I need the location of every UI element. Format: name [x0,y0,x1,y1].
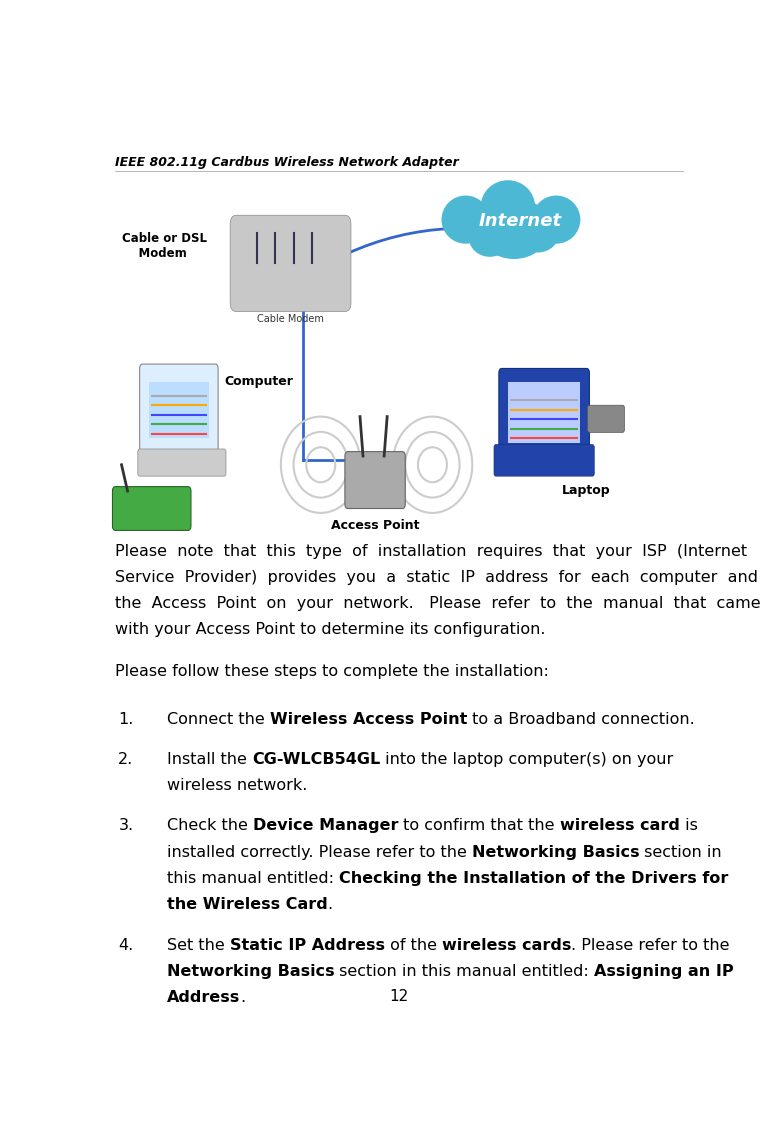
Text: Connect the: Connect the [167,712,270,727]
FancyBboxPatch shape [139,364,218,451]
Text: Device Manager: Device Manager [253,819,398,833]
Text: Service  Provider)  provides  you  a  static  IP  address  for  each  computer  : Service Provider) provides you a static … [115,570,759,584]
FancyBboxPatch shape [499,368,590,456]
Ellipse shape [469,217,511,257]
Text: Install the: Install the [167,752,252,767]
Text: Cable Modem: Cable Modem [257,314,324,324]
Text: to a Broadband connection.: to a Broadband connection. [467,712,695,727]
Text: Static IP Address: Static IP Address [230,938,385,953]
FancyBboxPatch shape [494,445,594,476]
Text: Check the: Check the [167,819,253,833]
Text: wireless cards: wireless cards [442,938,571,953]
Ellipse shape [517,213,559,252]
Ellipse shape [481,180,535,233]
FancyBboxPatch shape [587,405,625,432]
Text: 3.: 3. [118,819,134,833]
Text: wireless network.: wireless network. [167,778,307,794]
Text: . Please refer to the: . Please refer to the [571,938,730,953]
Text: 1.: 1. [118,712,134,727]
Text: Wireless Access Point: Wireless Access Point [270,712,467,727]
Text: 4.: 4. [118,938,134,953]
Text: .: . [327,897,333,912]
Text: section in: section in [640,845,722,860]
FancyBboxPatch shape [231,215,351,312]
Ellipse shape [532,196,580,243]
Text: 2.: 2. [118,752,134,767]
Text: installed correctly. Please refer to the: installed correctly. Please refer to the [167,845,472,860]
Text: .: . [240,990,245,1005]
Ellipse shape [442,196,490,243]
Text: wireless card: wireless card [560,819,680,833]
Text: the  Access  Point  on  your  network.   Please  refer  to  the  manual  that  c: the Access Point on your network. Please… [115,596,761,611]
Text: Networking Basics: Networking Basics [472,845,640,860]
Text: Laptop: Laptop [562,484,611,497]
FancyBboxPatch shape [138,449,226,476]
Text: IEEE 802.11g Cardbus Wireless Network Adapter: IEEE 802.11g Cardbus Wireless Network Ad… [115,156,460,168]
Text: Access Point: Access Point [331,518,419,532]
Text: 12: 12 [390,989,409,1004]
Text: Checking the Installation of the Drivers for: Checking the Installation of the Drivers… [339,871,728,886]
Text: into the laptop computer(s) on your: into the laptop computer(s) on your [380,752,673,767]
Text: to confirm that the: to confirm that the [398,819,560,833]
Text: is: is [680,819,698,833]
FancyBboxPatch shape [112,487,191,530]
Text: with your Access Point to determine its configuration.: with your Access Point to determine its … [115,622,546,638]
Ellipse shape [478,198,550,259]
Text: Please  note  that  this  type  of  installation  requires  that  your  ISP  (In: Please note that this type of installati… [115,543,748,558]
Text: Please follow these steps to complete the installation:: Please follow these steps to complete th… [115,664,549,680]
FancyBboxPatch shape [345,451,405,508]
Text: Assigning an IP: Assigning an IP [594,964,734,979]
Text: this manual entitled:: this manual entitled: [167,871,339,886]
Text: the Wireless Card: the Wireless Card [167,897,327,912]
Text: Networking Basics: Networking Basics [167,964,334,979]
FancyBboxPatch shape [508,382,580,442]
Text: Address: Address [167,990,240,1005]
FancyBboxPatch shape [149,382,209,439]
Text: Computer: Computer [224,375,293,388]
Text: Set the: Set the [167,938,230,953]
Text: CG-WLCB54GL: CG-WLCB54GL [252,752,380,767]
Text: Internet: Internet [478,213,562,231]
Text: of the: of the [385,938,442,953]
Text: section in this manual entitled:: section in this manual entitled: [334,964,594,979]
Text: Cable or DSL
    Modem: Cable or DSL Modem [122,232,206,260]
